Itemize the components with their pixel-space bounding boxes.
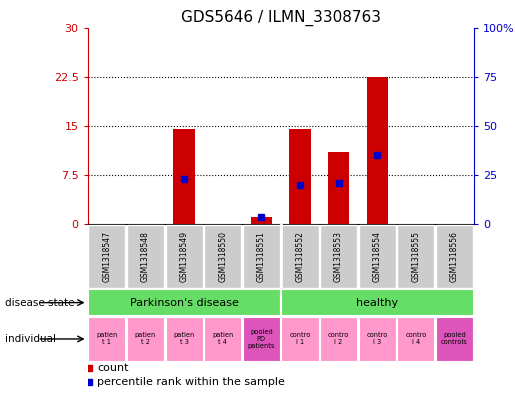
- Bar: [436, 317, 473, 361]
- Bar: [328, 152, 349, 224]
- Text: GSM1318554: GSM1318554: [373, 231, 382, 282]
- Bar: [398, 225, 435, 288]
- Bar: [243, 225, 280, 288]
- Bar: [281, 317, 318, 361]
- Bar: [88, 289, 281, 316]
- Bar: [436, 225, 473, 288]
- Text: Parkinson's disease: Parkinson's disease: [130, 298, 238, 308]
- Text: patien
t 3: patien t 3: [174, 332, 195, 345]
- Bar: [281, 225, 318, 288]
- Bar: [358, 317, 396, 361]
- Text: GSM1318552: GSM1318552: [296, 231, 304, 282]
- Bar: [204, 317, 241, 361]
- Text: healthy: healthy: [356, 298, 398, 308]
- Bar: [398, 317, 435, 361]
- Text: percentile rank within the sample: percentile rank within the sample: [97, 377, 285, 387]
- Bar: [358, 225, 396, 288]
- Bar: [289, 129, 311, 224]
- Text: pooled
controls: pooled controls: [441, 332, 468, 345]
- Text: contro
l 3: contro l 3: [367, 332, 388, 345]
- Bar: [204, 225, 241, 288]
- Text: GSM1318549: GSM1318549: [180, 231, 188, 282]
- Text: contro
l 1: contro l 1: [289, 332, 311, 345]
- Text: patien
t 1: patien t 1: [96, 332, 117, 345]
- Text: GSM1318550: GSM1318550: [218, 231, 227, 282]
- Bar: [243, 317, 280, 361]
- Text: disease state: disease state: [5, 298, 75, 308]
- Text: GSM1318548: GSM1318548: [141, 231, 150, 282]
- Text: patien
t 2: patien t 2: [135, 332, 156, 345]
- Text: contro
l 2: contro l 2: [328, 332, 349, 345]
- Bar: [89, 317, 126, 361]
- Bar: [166, 317, 203, 361]
- Bar: [127, 225, 164, 288]
- Bar: [166, 225, 203, 288]
- Text: GSM1318553: GSM1318553: [334, 231, 343, 282]
- Text: GSM1318547: GSM1318547: [102, 231, 111, 282]
- Text: GSM1318551: GSM1318551: [257, 231, 266, 282]
- Text: pooled
PD
patients: pooled PD patients: [248, 329, 275, 349]
- Bar: [127, 317, 164, 361]
- Text: patien
t 4: patien t 4: [212, 332, 233, 345]
- Text: contro
l 4: contro l 4: [405, 332, 426, 345]
- Bar: [320, 317, 357, 361]
- Text: individual: individual: [5, 334, 56, 344]
- Bar: [89, 225, 126, 288]
- Bar: [320, 225, 357, 288]
- Bar: [281, 289, 474, 316]
- Text: GSM1318556: GSM1318556: [450, 231, 459, 282]
- Text: GSM1318555: GSM1318555: [411, 231, 420, 282]
- Bar: [251, 217, 272, 224]
- Text: count: count: [97, 364, 129, 373]
- Bar: [367, 77, 388, 224]
- Title: GDS5646 / ILMN_3308763: GDS5646 / ILMN_3308763: [181, 10, 381, 26]
- Bar: [174, 129, 195, 224]
